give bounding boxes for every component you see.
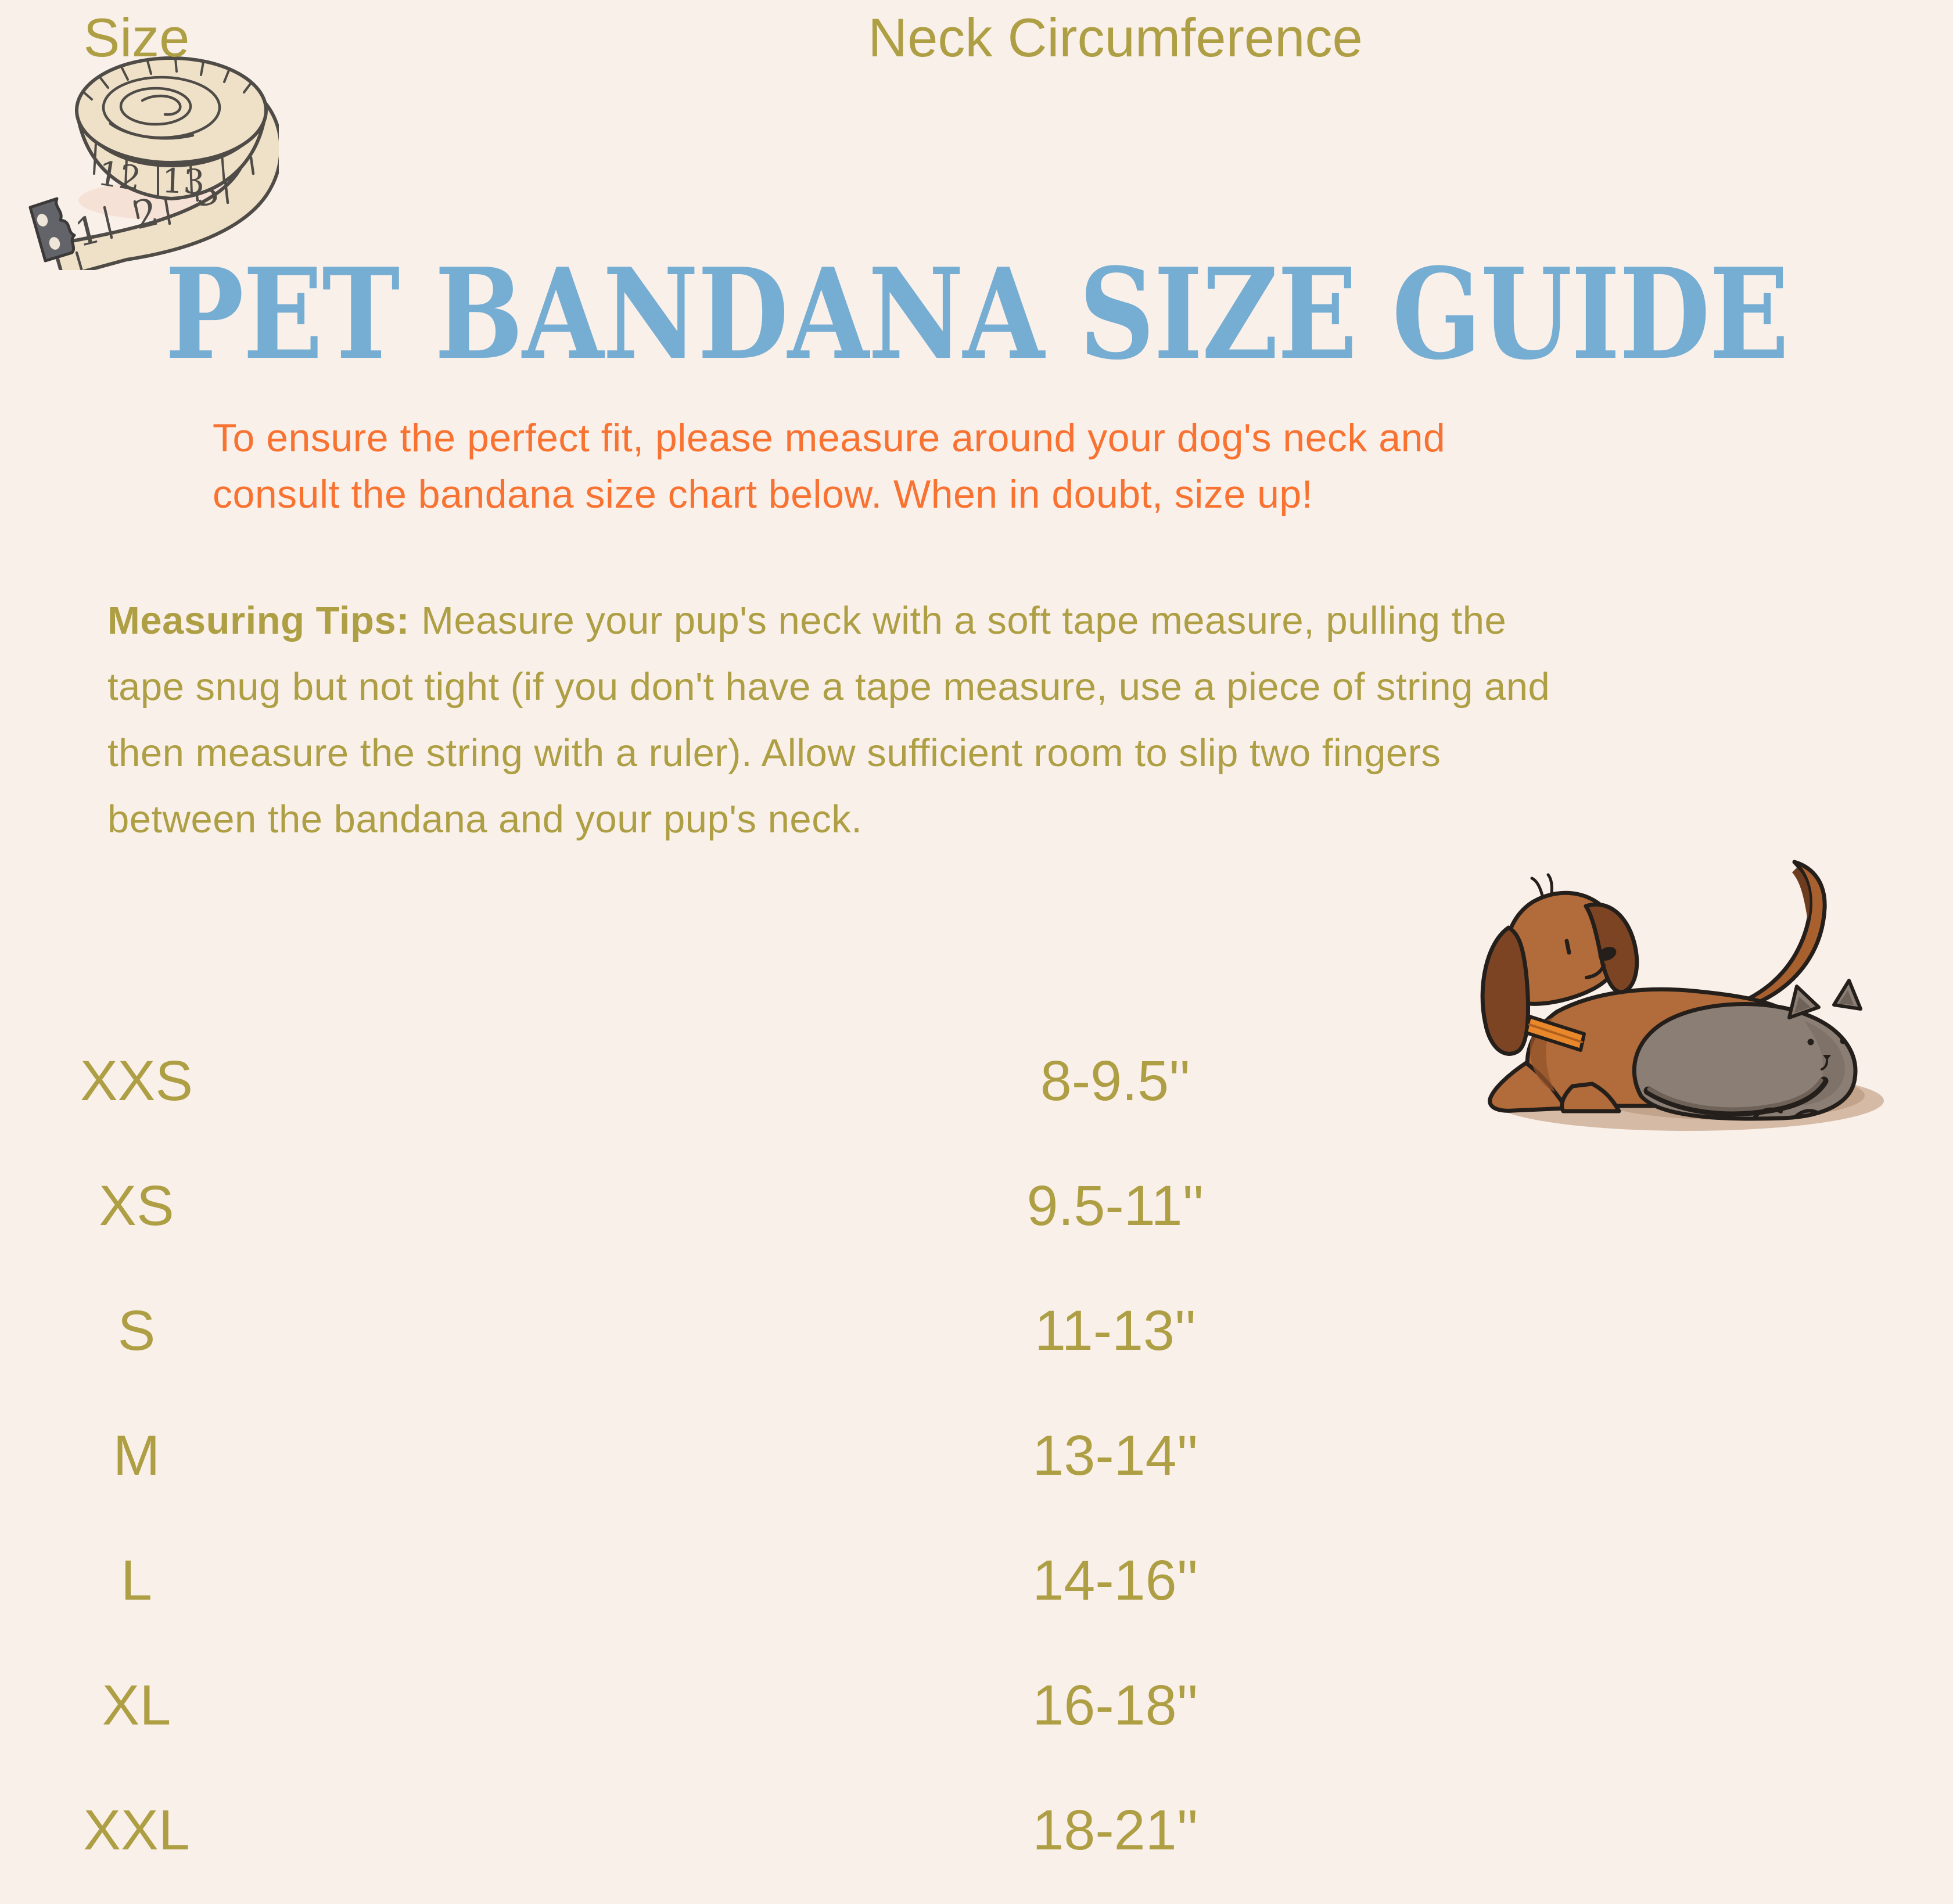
intro-line-2: consult the bandana size chart below. Wh…: [213, 472, 1313, 516]
dog-nose: [1598, 947, 1617, 961]
intro-text: To ensure the perfect fit, please measur…: [213, 410, 1445, 523]
neck-cell: 14-16'': [1032, 1549, 1198, 1612]
neck-cell: 11-13'': [1035, 1299, 1196, 1362]
size-chart-header: Size Neck Circumference: [0, 0, 1953, 76]
dog-mouth: [1585, 964, 1606, 979]
size-cell: XXS: [80, 1049, 193, 1112]
cat-eye-right: [1840, 1037, 1847, 1044]
dog-collar-stripe: [1528, 1023, 1583, 1043]
tips-line-2: tape snug but not tight (if you don't ha…: [107, 665, 1550, 709]
cat-tail: [1647, 1078, 1823, 1112]
size-cell: XS: [99, 1174, 174, 1237]
tape-rivet-bottom: [49, 237, 60, 250]
neck-cell: 13-14'': [1032, 1424, 1198, 1487]
tips-line-1-text: Measure your pup's neck with a soft tape…: [421, 599, 1507, 642]
dog-tail: [1743, 860, 1827, 1007]
table-row-xxs: XXS 8-9.5'': [0, 1043, 1953, 1119]
dog-head-tuft: [1530, 873, 1553, 897]
measuring-tips: Measuring Tips: Measure your pup's neck w…: [107, 588, 1550, 853]
cat-mouth: [1821, 1059, 1828, 1070]
tips-line-1: Measuring Tips: Measure your pup's neck w…: [107, 588, 1550, 654]
size-cell: S: [117, 1299, 156, 1362]
table-row-xxl: XXL 18-21'': [0, 1792, 1953, 1868]
table-row-m: M 13-14'': [0, 1418, 1953, 1493]
cat-shading: [1801, 1021, 1845, 1105]
size-cell: L: [121, 1549, 152, 1612]
tape-measure-illustration: 1 2 3 12 13: [28, 56, 279, 270]
table-row-xl: XL 16-18'': [0, 1668, 1953, 1743]
table-row-l: L 14-16'': [0, 1543, 1953, 1618]
cat-eye-left: [1807, 1039, 1814, 1046]
dog-front-leg-right: [1560, 1082, 1621, 1113]
table-row-xs: XS 9.5-11'': [0, 1168, 1953, 1244]
dog-ear-left: [1480, 925, 1530, 1056]
size-column-header: Size: [83, 7, 190, 68]
size-cell: XL: [102, 1673, 171, 1737]
tips-line-4: between the bandana and your pup's neck.: [107, 797, 863, 841]
tips-line-3: then measure the string with a ruler). A…: [107, 731, 1441, 775]
tips-label: Measuring Tips:: [107, 599, 410, 642]
tape-coil-side-ticks: [93, 142, 225, 196]
tape-rivet-top: [37, 214, 48, 227]
neck-cell: 18-21'': [1032, 1798, 1198, 1862]
tape-coil-spiral: [102, 76, 221, 140]
tape-coil-number-12: 12: [95, 153, 144, 199]
cat-nose: [1823, 1055, 1831, 1061]
size-cell: XXL: [83, 1798, 190, 1862]
cat-inner-ear-left: [1794, 997, 1811, 1013]
cat-inner-ear-right: [1839, 990, 1854, 1005]
intro-line-1: To ensure the perfect fit, please measur…: [213, 416, 1446, 460]
page-title: PET BANDANA SIZE GUIDE: [0, 249, 1953, 380]
tape-coil-rim-ticks: [81, 58, 252, 100]
neck-cell: 9.5-11'': [1026, 1174, 1204, 1237]
dog-tail-tip: [1792, 868, 1810, 920]
neck-cell: 8-9.5'': [1040, 1049, 1191, 1112]
size-cell: M: [113, 1424, 160, 1487]
table-row-s: S 11-13'': [0, 1293, 1953, 1368]
tape-coil-number-13: 13: [161, 161, 206, 202]
cat-paws: [1753, 1107, 1819, 1119]
dog-eye: [1564, 939, 1571, 955]
dog-and-cat-illustration: [1480, 860, 1884, 1131]
neck-column-header: Neck Circumference: [868, 7, 1363, 68]
page-title-text: PET BANDANA SIZE GUIDE: [164, 240, 1789, 387]
neck-cell: 16-18'': [1032, 1673, 1198, 1737]
